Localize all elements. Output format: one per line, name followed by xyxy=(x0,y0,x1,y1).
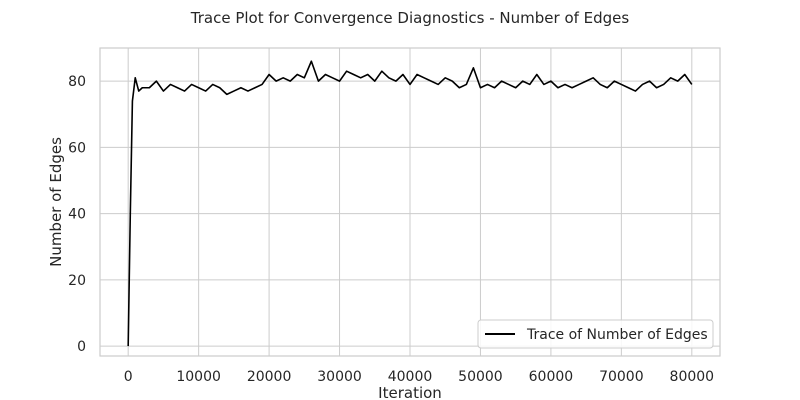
plot-area-frame xyxy=(99,47,721,357)
x-tick-labels: 0 10000 20000 30000 40000 50000 60000 70000 8000… xyxy=(124,369,714,385)
legend-box xyxy=(477,319,714,349)
x-tick-label: 10000 xyxy=(176,369,221,385)
series-line-trace xyxy=(127,60,693,347)
x-tick-label: 80000 xyxy=(670,369,715,385)
x-tick-label: 60000 xyxy=(529,369,574,385)
x-axis-label: Iteration xyxy=(378,384,442,400)
y-tick-label: 60 xyxy=(68,140,86,156)
x-tick-label: 50000 xyxy=(458,369,503,385)
x-tick-label: 70000 xyxy=(599,369,644,385)
x-tick-label: 30000 xyxy=(317,369,362,385)
chart-title: Trace Plot for Convergence Diagnostics -… xyxy=(190,9,630,27)
y-tick-label: 40 xyxy=(68,207,86,223)
series-layer xyxy=(127,60,693,347)
legend: Trace of Number of Edges xyxy=(477,319,714,349)
y-axis-label: Number of Edges xyxy=(47,137,65,267)
x-tick-label: 20000 xyxy=(247,369,292,385)
y-tick-label: 0 xyxy=(77,339,86,355)
x-tick-label: 40000 xyxy=(388,369,433,385)
y-tick-label: 80 xyxy=(68,74,86,90)
grid-layer xyxy=(100,48,720,356)
y-tick-label: 20 xyxy=(68,273,86,289)
x-tick-label: 0 xyxy=(124,369,133,385)
legend-label: Trace of Number of Edges xyxy=(526,327,708,343)
y-tick-labels: 0 20 40 60 80 xyxy=(68,74,86,355)
